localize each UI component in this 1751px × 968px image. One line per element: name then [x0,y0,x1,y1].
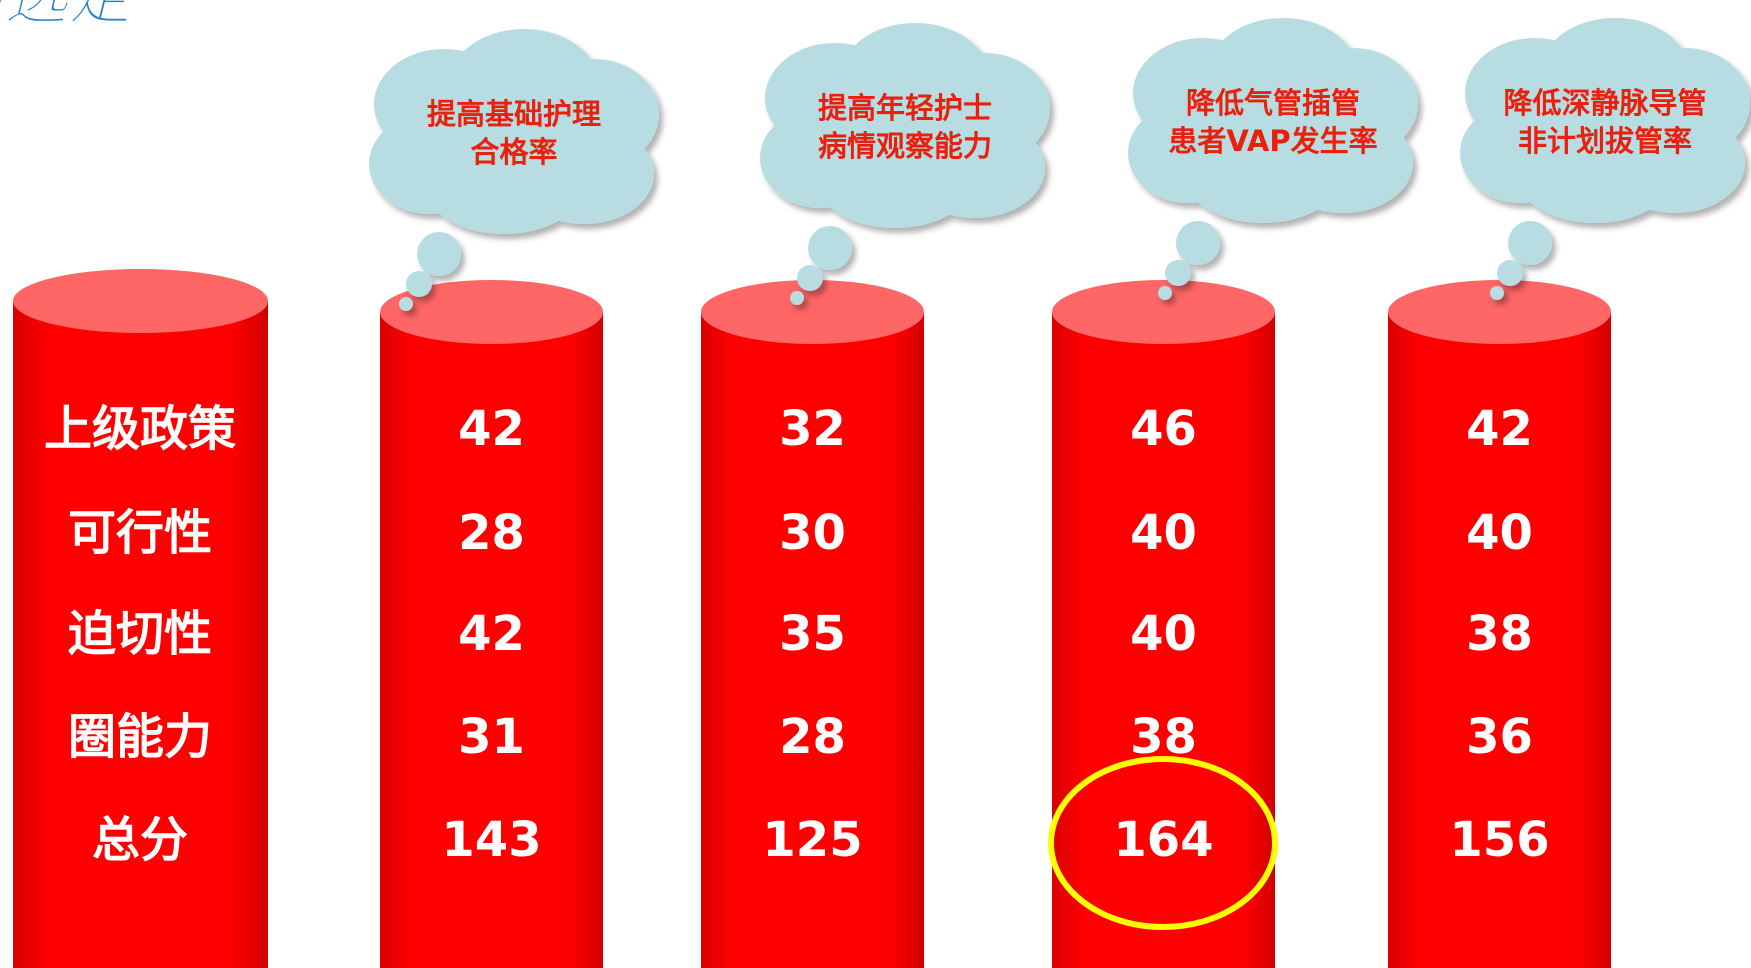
score: 143 [441,812,541,868]
score: 30 [779,505,846,561]
cloud-dot [1508,221,1552,265]
cloud-dot [406,271,432,297]
score: 32 [779,401,846,457]
score: 40 [1130,505,1197,561]
cylinder-top [1388,280,1611,344]
cylinder [1388,280,1611,968]
score: 31 [458,709,525,765]
score: 35 [779,606,846,662]
score: 164 [1113,812,1213,868]
score: 38 [1130,709,1197,765]
slide-title: 题选定 [0,0,140,34]
theme-label: 非计划拔管率 [1518,124,1692,158]
row-label: 上级政策 [44,401,236,457]
thought-cloud [369,29,659,311]
cylinder-top [13,269,268,333]
row-label: 总分 [92,812,188,868]
cylinder-top [1052,280,1275,344]
cloud-dot [399,297,413,311]
cloud-dot [797,265,823,291]
score: 156 [1449,812,1549,868]
score: 36 [1466,709,1533,765]
cloud-dot [808,226,852,270]
cloud-dot [1497,260,1523,286]
row-label: 可行性 [68,505,212,561]
theme-label: 患者VAP发生率 [1168,124,1377,158]
highlight-circle [1048,756,1278,930]
cylinder-body [1052,312,1275,968]
score: 42 [458,606,525,662]
cloud-lobe [1495,53,1715,193]
thought-cloud [760,23,1050,305]
cloud-dot [1490,286,1504,300]
cloud-lobe [1163,53,1383,193]
score: 40 [1466,505,1533,561]
cylinder-body [13,301,268,968]
cloud-dot [1176,221,1220,265]
cloud-lobe [404,64,624,204]
score: 42 [1466,401,1533,457]
theme-label: 合格率 [470,135,557,169]
cylinder-top [701,280,924,344]
score: 38 [1466,606,1533,662]
cylinder [701,280,924,968]
cylinder-top [380,280,603,344]
cloud-dot [417,232,461,276]
score: 28 [458,505,525,561]
cloud-lobe [795,58,1015,198]
cloud-dot [790,291,804,305]
cylinder-body [1388,312,1611,968]
score: 125 [762,812,862,868]
theme-label: 降低气管插管 [1186,86,1360,120]
thought-cloud [1128,18,1418,300]
thought-cloud [1460,18,1750,300]
cylinder-body [701,312,924,968]
score: 46 [1130,401,1197,457]
theme-label: 提高年轻护士 [818,91,992,125]
cylinder-body [380,312,603,968]
cloud-dot [1158,286,1172,300]
cylinder [13,269,268,968]
score: 28 [779,709,846,765]
row-label: 迫切性 [68,606,212,662]
theme-label: 降低深静脉导管 [1503,86,1706,120]
cylinder [1052,280,1275,968]
cloud-dot [1165,260,1191,286]
theme-label: 提高基础护理 [427,97,601,131]
score: 40 [1130,606,1197,662]
row-label: 圈能力 [68,709,212,765]
cylinder [380,280,603,968]
theme-label: 病情观察能力 [818,129,992,163]
score: 42 [458,401,525,457]
